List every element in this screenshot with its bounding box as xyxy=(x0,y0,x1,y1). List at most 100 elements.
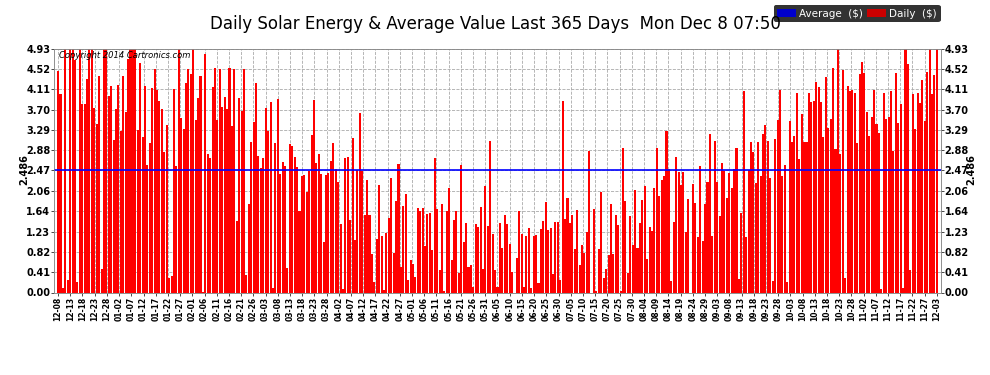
Bar xyxy=(531,288,533,292)
Bar xyxy=(733,169,736,292)
Bar xyxy=(927,72,929,292)
Bar xyxy=(192,49,194,292)
Bar xyxy=(900,104,902,292)
Bar xyxy=(281,162,283,292)
Bar xyxy=(127,59,129,292)
Bar xyxy=(830,119,832,292)
Bar xyxy=(221,107,224,292)
Bar xyxy=(818,87,820,292)
Bar xyxy=(224,97,226,292)
Bar xyxy=(605,269,607,292)
Bar xyxy=(182,129,185,292)
Bar xyxy=(81,104,83,292)
Bar xyxy=(653,188,655,292)
Bar xyxy=(323,242,325,292)
Bar xyxy=(803,142,805,292)
Bar xyxy=(83,104,86,292)
Bar xyxy=(61,288,64,292)
Bar xyxy=(301,176,303,292)
Bar xyxy=(479,207,481,292)
Bar xyxy=(658,196,660,292)
Bar xyxy=(147,165,148,292)
Bar xyxy=(229,68,231,292)
Bar xyxy=(828,128,830,292)
Bar xyxy=(707,183,709,292)
Bar xyxy=(345,158,346,292)
Bar xyxy=(844,278,846,292)
Bar xyxy=(195,120,197,292)
Bar xyxy=(103,49,105,292)
Bar xyxy=(655,148,657,292)
Bar xyxy=(660,180,662,292)
Bar xyxy=(239,98,241,292)
Bar xyxy=(457,273,460,292)
Bar xyxy=(622,148,624,292)
Bar xyxy=(113,140,115,292)
Bar xyxy=(306,192,308,292)
Bar xyxy=(600,192,602,292)
Bar xyxy=(815,82,817,292)
Bar xyxy=(878,132,880,292)
Bar xyxy=(581,245,583,292)
Bar xyxy=(419,211,421,292)
Bar xyxy=(187,69,189,292)
Bar xyxy=(936,49,938,292)
Bar xyxy=(929,49,931,292)
Bar xyxy=(875,124,877,292)
Bar xyxy=(564,219,566,292)
Bar xyxy=(907,64,909,292)
Bar xyxy=(837,49,839,292)
Bar xyxy=(298,211,301,292)
Text: 2.486: 2.486 xyxy=(19,154,29,185)
Bar xyxy=(506,224,508,292)
Bar xyxy=(685,232,687,292)
Bar xyxy=(190,74,192,292)
Bar xyxy=(231,126,233,292)
Bar xyxy=(88,49,90,292)
Bar xyxy=(262,158,264,292)
Bar xyxy=(286,268,288,292)
Bar xyxy=(477,227,479,292)
Bar xyxy=(810,102,813,292)
Bar xyxy=(246,275,248,292)
Bar xyxy=(888,117,890,292)
Bar xyxy=(330,161,332,292)
Bar xyxy=(354,240,356,292)
Bar xyxy=(754,183,756,292)
Text: Copyright 2014 Cartronics.com: Copyright 2014 Cartronics.com xyxy=(58,51,190,60)
Bar xyxy=(559,280,561,292)
Bar xyxy=(160,109,163,292)
Bar xyxy=(672,222,675,292)
Bar xyxy=(630,216,632,292)
Bar xyxy=(769,178,771,292)
Bar xyxy=(509,244,511,292)
Bar xyxy=(835,150,837,292)
Bar xyxy=(373,282,375,292)
Bar xyxy=(356,170,358,292)
Bar xyxy=(175,166,177,292)
Bar xyxy=(702,241,704,292)
Bar xyxy=(595,291,598,292)
Bar xyxy=(434,158,436,292)
Bar xyxy=(644,186,645,292)
Bar xyxy=(137,130,139,292)
Bar xyxy=(340,224,342,292)
Bar xyxy=(511,272,513,292)
Bar xyxy=(741,213,742,292)
Bar xyxy=(349,220,351,292)
Bar xyxy=(144,86,146,292)
Bar xyxy=(499,223,501,292)
Bar xyxy=(781,176,783,292)
Bar xyxy=(501,248,503,292)
Bar xyxy=(627,273,629,292)
Bar xyxy=(853,93,855,292)
Bar xyxy=(861,62,863,292)
Bar xyxy=(496,287,499,292)
Bar xyxy=(267,131,269,292)
Bar xyxy=(574,249,576,292)
Bar xyxy=(759,176,761,292)
Bar xyxy=(335,169,337,292)
Bar xyxy=(296,167,298,292)
Bar xyxy=(303,175,305,292)
Bar xyxy=(919,102,921,292)
